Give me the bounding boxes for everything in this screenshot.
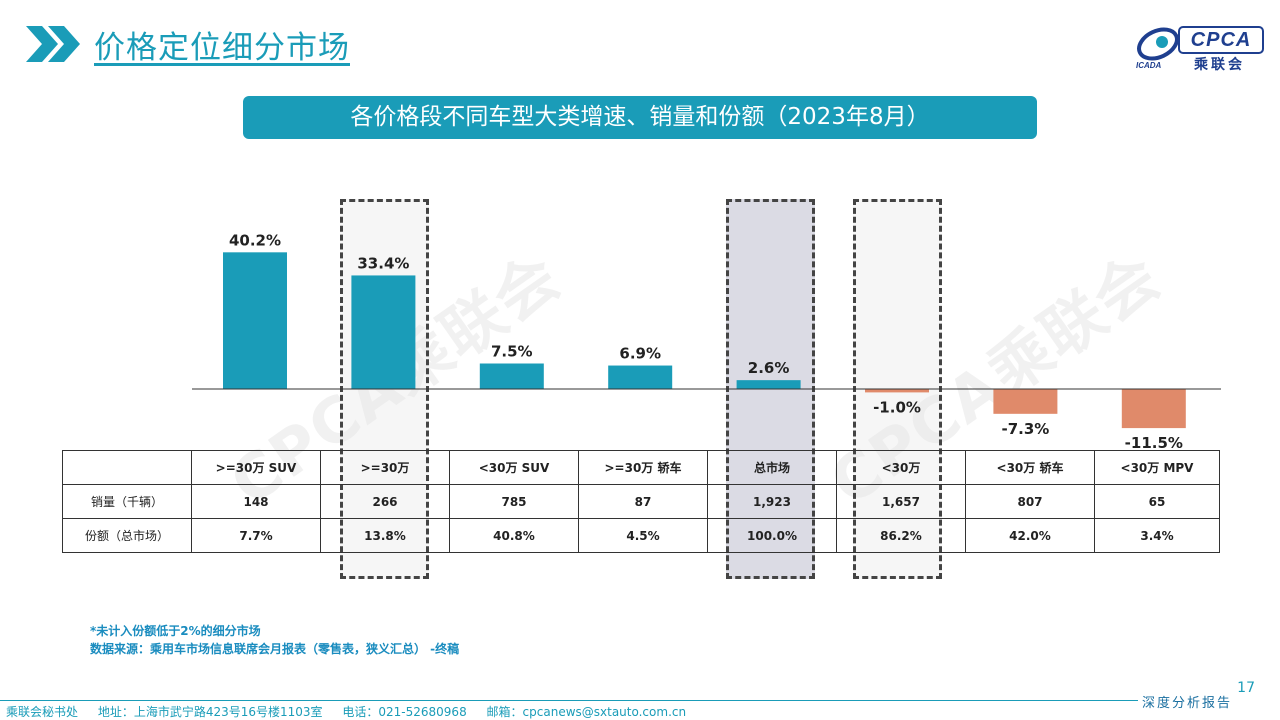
table-header-cell: >=30万 SUV <box>191 450 321 485</box>
table-cell: 785 <box>449 484 579 519</box>
page-number: 17 <box>1237 680 1255 696</box>
table-header-cell: 总市场 <box>707 450 837 485</box>
note-source: 数据来源：乘用车市场信息联席会月报表（零售表，狭义汇总） -终稿 <box>90 642 460 656</box>
bar-4 <box>736 380 801 389</box>
table-cell: 3.4% <box>1094 518 1220 553</box>
bar-label-6: -7.3% <box>1001 420 1049 438</box>
chart-title-banner: 各价格段不同车型大类增速、销量和份额（2023年8月） <box>243 96 1037 139</box>
footer-address: 地址：上海市武宁路423号16号楼1103室 <box>97 705 323 719</box>
table-cell: 1,657 <box>836 484 966 519</box>
bar-label-0: 40.2% <box>229 231 281 249</box>
data-table: >=30万 SUV >=30万 <30万 SUV >=30万 轿车 总市场 <3… <box>62 450 1220 553</box>
table-cell: 100.0% <box>707 518 837 553</box>
table-cell: 148 <box>191 484 321 519</box>
bar-label-7: -11.5% <box>1125 434 1183 452</box>
table-header-cell: <30万 SUV <box>449 450 579 485</box>
table-cell: 42.0% <box>965 518 1095 553</box>
table-corner-cell <box>62 450 192 485</box>
bar-2 <box>479 363 544 389</box>
bar-label-4: 2.6% <box>748 359 790 377</box>
table-cell: 86.2% <box>836 518 966 553</box>
note-exclusion: *未计入份额低于2%的细分市场 <box>90 624 261 638</box>
table-cell: 65 <box>1094 484 1220 519</box>
header: 价格定位细分市场 <box>24 22 350 66</box>
notes: *未计入份额低于2%的细分市场 数据来源：乘用车市场信息联席会月报表（零售表，狭… <box>90 622 459 658</box>
footer-email: 邮箱：cpcanews@sxtauto.com.cn <box>486 705 687 719</box>
bar-1 <box>351 275 416 389</box>
bar-label-1: 33.4% <box>357 254 409 272</box>
table-row-label: 份额（总市场） <box>62 518 192 553</box>
table-header-cell: <30万 MPV <box>1094 450 1220 485</box>
bar-chart: 40.2% 33.4% 7.5% 6.9% 2.6% -1.0% -7.3% -11.5% <box>192 231 1221 452</box>
table-header-cell: <30万 轿车 <box>965 450 1095 485</box>
table-cell: 4.5% <box>578 518 708 553</box>
bar-label-2: 7.5% <box>491 343 533 361</box>
table-cell: 87 <box>578 484 708 519</box>
footer: 乘联会秘书处 地址：上海市武宁路423号16号楼1103室 电话：021-526… <box>6 703 702 720</box>
table-header-cell: >=30万 轿车 <box>578 450 708 485</box>
table-cell: 40.8% <box>449 518 579 553</box>
table-cell: 266 <box>320 484 450 519</box>
footer-divider <box>0 700 1232 701</box>
bar-label-3: 6.9% <box>619 345 661 363</box>
logo-small-text: ICADA <box>1136 61 1162 70</box>
footer-phone: 电话：021-52680968 <box>342 705 467 719</box>
cpca-logo: ICADA CPCA 乘联会 <box>1134 20 1264 74</box>
page-title: 价格定位细分市场 <box>94 29 350 66</box>
table-cell: 807 <box>965 484 1095 519</box>
bar-0 <box>223 252 287 389</box>
table-cell: 13.8% <box>320 518 450 553</box>
table-header-cell: <30万 <box>836 450 966 485</box>
bar-label-5: -1.0% <box>873 398 921 416</box>
report-tag: 深度分析报告 <box>1137 692 1236 711</box>
table-header-cell: >=30万 <box>320 450 450 485</box>
table-cell: 1,923 <box>707 484 837 519</box>
table-cell: 7.7% <box>191 518 321 553</box>
logo-sub: 乘联会 <box>1194 57 1245 73</box>
bar-3 <box>608 365 673 389</box>
logo-text: CPCA <box>1178 26 1264 54</box>
bar-5 <box>865 389 929 393</box>
footer-org: 乘联会秘书处 <box>6 705 79 719</box>
bar-6 <box>993 389 1058 414</box>
table-header-row: >=30万 SUV >=30万 <30万 SUV >=30万 轿车 总市场 <3… <box>62 450 1220 485</box>
bar-7 <box>1121 389 1186 429</box>
table-row-share: 份额（总市场） 7.7% 13.8% 40.8% 4.5% 100.0% 86.… <box>62 518 1220 553</box>
chevron-arrows-icon <box>26 26 80 62</box>
table-row-label: 销量（千辆） <box>62 484 192 519</box>
table-row-sales: 销量（千辆） 148 266 785 87 1,923 1,657 807 65 <box>62 484 1220 519</box>
logo-swirl-icon: ICADA <box>1136 27 1179 70</box>
